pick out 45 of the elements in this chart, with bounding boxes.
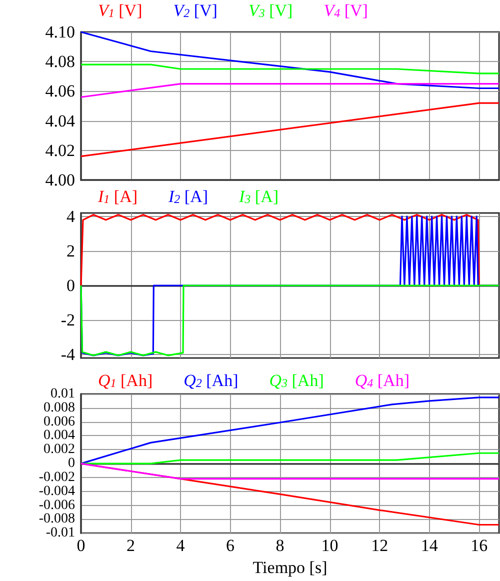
y-tick-label: 4.00	[45, 170, 75, 190]
line-series	[80, 284, 500, 356]
text: Q3 [Ah]	[269, 371, 324, 390]
x-tick-label: 2	[126, 536, 136, 556]
y-tick-label: 4.08	[45, 52, 75, 72]
y-tick-label: -4	[60, 345, 76, 364]
y-tick-label: 0.002	[44, 442, 75, 458]
y-tick-label: 4.10	[45, 22, 75, 42]
series-label: V2 [V]	[173, 1, 218, 20]
x-tick-label: 10	[321, 536, 338, 556]
text: I3 [A]	[238, 187, 279, 206]
line-series	[80, 396, 500, 464]
y-tick-label: 0.004	[44, 428, 75, 444]
x-tick-label: 12	[371, 536, 388, 556]
y-tick-label: -0.008	[38, 512, 75, 527]
y-tick-label: 4.04	[45, 111, 76, 130]
y-tick-label: 0.006	[44, 414, 75, 430]
x-tick-label: 14	[420, 536, 438, 556]
y-tick-label: 0	[66, 276, 75, 295]
text: Q4 [Ah]	[354, 371, 410, 390]
y-tick-label: -0.004	[38, 484, 75, 499]
x-tick-label: 4	[176, 536, 186, 556]
y-tick-label: 2	[66, 241, 75, 260]
y-tick-label: -0.002	[38, 470, 75, 485]
x-tick-label: 16	[470, 536, 488, 556]
y-tick-label: -2	[60, 310, 75, 330]
y-tick-label: 4.06	[45, 82, 75, 101]
series-label: I1 [A]	[97, 187, 138, 206]
y-tick-label: -0.01	[46, 526, 75, 541]
text: Q2 [Ah]	[184, 371, 238, 390]
y-tick-label: 4.02	[45, 140, 75, 160]
text: V3 [V]	[248, 1, 293, 20]
y-tick-label: 4	[66, 206, 76, 226]
x-tick-label: 6	[226, 536, 235, 556]
x-tick-label: 8	[276, 536, 284, 556]
y-tick-label: 0.01	[50, 386, 75, 402]
y-tick-label: -0.006	[38, 498, 75, 513]
x-axis-title: Tiempo [s]	[252, 558, 328, 577]
line-series	[80, 31, 500, 90]
text: Q1 [Ah]	[98, 371, 153, 390]
y-tick-label: 0	[68, 456, 75, 472]
y-tick-label: 0.008	[44, 400, 75, 416]
text: V4 [V]	[324, 1, 368, 20]
text: I2 [A]	[168, 187, 208, 206]
text: V1 [V]	[98, 1, 142, 20]
